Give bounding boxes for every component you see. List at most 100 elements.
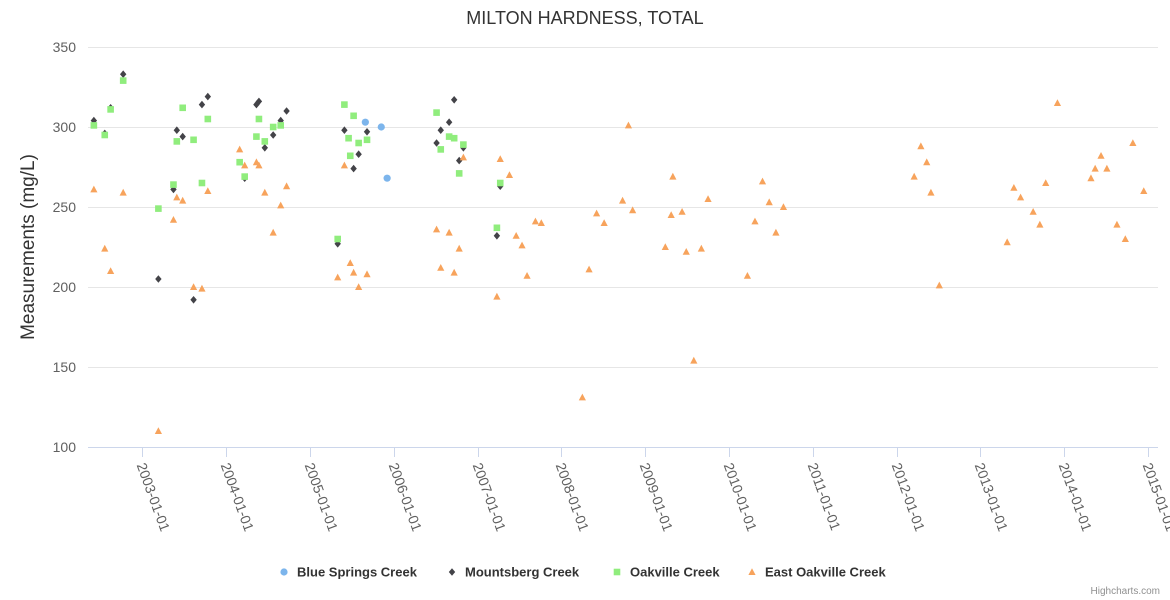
data-point[interactable]: [236, 145, 244, 153]
data-point[interactable]: [1113, 220, 1121, 228]
data-point[interactable]: [758, 177, 767, 185]
data-point[interactable]: [383, 174, 391, 182]
data-point[interactable]: [198, 179, 206, 187]
data-point[interactable]: [697, 244, 705, 252]
data-point[interactable]: [437, 264, 445, 271]
data-point[interactable]: [1129, 139, 1137, 146]
data-point[interactable]: [377, 123, 385, 131]
data-point[interactable]: [341, 101, 348, 108]
legend-marker[interactable]: [613, 568, 621, 576]
data-point[interactable]: [155, 275, 162, 283]
data-point[interactable]: [518, 241, 526, 249]
data-point[interactable]: [445, 118, 453, 126]
data-point[interactable]: [1016, 193, 1025, 201]
data-point[interactable]: [678, 208, 686, 215]
data-point[interactable]: [505, 171, 514, 178]
data-point[interactable]: [743, 272, 752, 279]
data-point[interactable]: [593, 209, 601, 217]
data-point[interactable]: [445, 228, 453, 236]
data-point[interactable]: [363, 270, 371, 278]
data-point[interactable]: [437, 126, 444, 134]
data-point[interactable]: [90, 185, 98, 193]
data-point[interactable]: [496, 155, 504, 162]
data-point[interactable]: [1091, 164, 1099, 172]
data-point[interactable]: [1010, 184, 1018, 191]
data-point[interactable]: [690, 356, 698, 364]
data-point[interactable]: [927, 188, 935, 196]
data-point[interactable]: [350, 164, 357, 173]
data-point[interactable]: [241, 173, 248, 180]
data-point[interactable]: [433, 139, 440, 147]
legend-marker[interactable]: [448, 568, 456, 576]
data-point[interactable]: [661, 243, 669, 250]
data-point[interactable]: [90, 122, 98, 129]
data-point[interactable]: [355, 139, 362, 147]
data-point[interactable]: [269, 123, 277, 131]
data-point[interactable]: [682, 248, 690, 255]
data-point[interactable]: [190, 136, 197, 144]
data-point[interactable]: [241, 161, 249, 169]
data-point[interactable]: [179, 196, 187, 204]
data-point[interactable]: [198, 284, 206, 292]
data-point[interactable]: [277, 122, 285, 129]
data-point[interactable]: [255, 115, 263, 123]
data-point[interactable]: [765, 198, 773, 206]
legend-marker[interactable]: [748, 568, 756, 575]
data-point[interactable]: [772, 228, 780, 236]
data-point[interactable]: [190, 296, 197, 304]
data-point[interactable]: [173, 126, 181, 134]
data-point[interactable]: [512, 232, 520, 239]
data-point[interactable]: [255, 161, 263, 169]
data-point[interactable]: [204, 92, 212, 101]
data-point[interactable]: [523, 272, 531, 279]
data-point[interactable]: [493, 232, 501, 240]
data-point[interactable]: [917, 142, 925, 150]
data-point[interactable]: [169, 216, 178, 223]
data-point[interactable]: [531, 217, 540, 225]
data-point[interactable]: [346, 152, 354, 160]
data-point[interactable]: [282, 182, 291, 190]
data-point[interactable]: [363, 128, 371, 136]
data-point[interactable]: [334, 235, 341, 243]
data-point[interactable]: [269, 228, 277, 236]
data-point[interactable]: [455, 170, 463, 177]
data-point[interactable]: [261, 144, 268, 152]
data-point[interactable]: [198, 100, 206, 109]
data-point[interactable]: [667, 211, 675, 218]
data-point[interactable]: [261, 188, 269, 196]
data-point[interactable]: [1029, 208, 1037, 215]
data-point[interactable]: [346, 259, 354, 266]
data-point[interactable]: [341, 126, 348, 134]
data-point[interactable]: [455, 244, 463, 252]
data-point[interactable]: [450, 268, 458, 276]
data-point[interactable]: [236, 158, 243, 166]
data-point[interactable]: [459, 153, 467, 161]
data-point[interactable]: [704, 195, 712, 202]
data-point[interactable]: [618, 196, 627, 204]
data-point[interactable]: [107, 267, 115, 274]
data-point[interactable]: [455, 156, 463, 165]
data-point[interactable]: [669, 172, 677, 180]
data-point[interactable]: [119, 188, 127, 196]
legend-marker[interactable]: [280, 568, 288, 576]
data-point[interactable]: [253, 133, 260, 140]
data-point[interactable]: [340, 161, 348, 169]
data-point[interactable]: [432, 225, 441, 233]
data-point[interactable]: [910, 172, 918, 180]
credits-text[interactable]: Highcharts.com: [1091, 586, 1160, 597]
data-point[interactable]: [179, 104, 186, 112]
data-point[interactable]: [283, 107, 290, 115]
data-point[interactable]: [355, 150, 362, 158]
data-point[interactable]: [361, 118, 369, 126]
data-point[interactable]: [101, 244, 109, 252]
data-point[interactable]: [1036, 220, 1044, 228]
data-point[interactable]: [1121, 235, 1129, 242]
data-point[interactable]: [600, 219, 608, 226]
data-point[interactable]: [334, 273, 342, 281]
data-point[interactable]: [1003, 238, 1011, 246]
data-point[interactable]: [493, 292, 501, 300]
data-point[interactable]: [261, 138, 269, 145]
data-point[interactable]: [269, 131, 277, 139]
data-point[interactable]: [1087, 174, 1095, 182]
data-point[interactable]: [629, 206, 637, 214]
